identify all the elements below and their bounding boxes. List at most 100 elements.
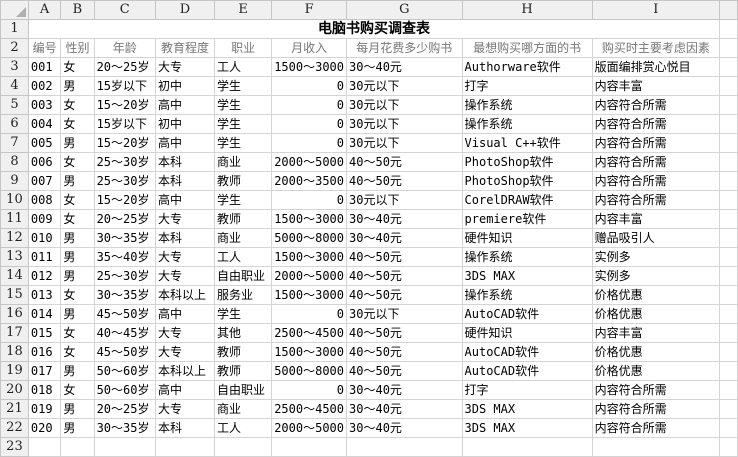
cell-C[interactable]: 15岁以下: [93, 76, 156, 96]
cell-I[interactable]: 价格优惠: [591, 285, 721, 305]
cell[interactable]: [719, 304, 738, 324]
cell-G[interactable]: 40～50元: [346, 247, 463, 267]
cell-B[interactable]: 女: [60, 114, 95, 134]
cell-E[interactable]: 工人: [213, 247, 273, 267]
select-all-button[interactable]: [0, 0, 29, 20]
cell-G[interactable]: 40～50元: [346, 152, 463, 172]
cell-B[interactable]: 女: [60, 152, 95, 172]
cell-F[interactable]: 0: [271, 114, 348, 134]
cell-C[interactable]: 50～60岁: [93, 380, 156, 400]
cell-G[interactable]: 30～40元: [346, 399, 463, 419]
cell-C[interactable]: 30～35岁: [93, 228, 156, 248]
cell-C[interactable]: 45～50岁: [93, 304, 156, 324]
cell-I[interactable]: 版面编排赏心悦目: [591, 57, 721, 77]
cell-A[interactable]: 008: [27, 190, 62, 210]
cell-D[interactable]: 本科: [154, 152, 215, 172]
cell-C[interactable]: 15～20岁: [93, 133, 156, 153]
row-header[interactable]: 11: [0, 209, 29, 229]
cell-B[interactable]: 男: [60, 133, 95, 153]
cell-B[interactable]: 女: [60, 95, 95, 115]
cell[interactable]: [719, 95, 738, 115]
cell-I[interactable]: 内容符合所需: [591, 380, 721, 400]
cell[interactable]: [719, 247, 738, 267]
cell-D[interactable]: 初中: [154, 76, 215, 96]
cell-I[interactable]: 内容符合所需: [591, 152, 721, 172]
cell-E[interactable]: 学生: [213, 304, 273, 324]
cell-G[interactable]: 40～50元: [346, 171, 463, 191]
row-header[interactable]: 17: [0, 323, 29, 343]
cell-C[interactable]: 15～20岁: [93, 190, 156, 210]
row-header[interactable]: 14: [0, 266, 29, 286]
row-header[interactable]: 22: [0, 418, 29, 438]
cell-D[interactable]: 高中: [154, 133, 215, 153]
cell-B[interactable]: 男: [60, 228, 95, 248]
cell-A[interactable]: 004: [27, 114, 62, 134]
cell-D[interactable]: 高中: [154, 190, 215, 210]
cell-D[interactable]: 本科以上: [154, 361, 215, 381]
cell-D[interactable]: 大专: [154, 323, 215, 343]
cell-C[interactable]: 15～20岁: [93, 95, 156, 115]
column-header-G[interactable]: G: [346, 0, 463, 20]
cell-E[interactable]: 教师: [213, 209, 273, 229]
header-cell[interactable]: 购买时主要考虑因素: [591, 38, 721, 58]
cell-D[interactable]: 大专: [154, 399, 215, 419]
cell-B[interactable]: 女: [60, 285, 95, 305]
cell-E[interactable]: 学生: [213, 133, 273, 153]
cell-E[interactable]: 教师: [213, 342, 273, 362]
header-cell[interactable]: 性别: [60, 38, 95, 58]
cell[interactable]: [719, 418, 738, 438]
row-header[interactable]: 5: [0, 95, 29, 115]
cell-A[interactable]: 013: [27, 285, 62, 305]
cell[interactable]: [60, 437, 95, 457]
cell-I[interactable]: 价格优惠: [591, 361, 721, 381]
cell-I[interactable]: 价格优惠: [591, 342, 721, 362]
cell-D[interactable]: 本科以上: [154, 285, 215, 305]
cell-I[interactable]: 价格优惠: [591, 304, 721, 324]
cell-G[interactable]: 30～40元: [346, 418, 463, 438]
cell-B[interactable]: 男: [60, 304, 95, 324]
cell-B[interactable]: 女: [60, 323, 95, 343]
cell-A[interactable]: 010: [27, 228, 62, 248]
cell-F[interactable]: 1500～3000: [271, 209, 348, 229]
cell[interactable]: [591, 437, 721, 457]
cell-F[interactable]: 2500～4500: [271, 323, 348, 343]
cell-H[interactable]: Visual C++软件: [461, 133, 593, 153]
cell-F[interactable]: 2500～4500: [271, 399, 348, 419]
cell[interactable]: [719, 228, 738, 248]
cell-A[interactable]: 011: [27, 247, 62, 267]
cell-H[interactable]: AutoCAD软件: [461, 361, 593, 381]
cell-E[interactable]: 学生: [213, 190, 273, 210]
cell-H[interactable]: 操作系统: [461, 95, 593, 115]
row-header[interactable]: 9: [0, 171, 29, 191]
cell-C[interactable]: 45～50岁: [93, 342, 156, 362]
cell-B[interactable]: 男: [60, 76, 95, 96]
cell-H[interactable]: PhotoShop软件: [461, 171, 593, 191]
cell-I[interactable]: 内容符合所需: [591, 418, 721, 438]
cell-B[interactable]: 男: [60, 361, 95, 381]
row-header[interactable]: 23: [0, 437, 29, 457]
cell-A[interactable]: 003: [27, 95, 62, 115]
cell-B[interactable]: 女: [60, 190, 95, 210]
cell-A[interactable]: 014: [27, 304, 62, 324]
cell[interactable]: [719, 133, 738, 153]
row-header[interactable]: 8: [0, 152, 29, 172]
cell[interactable]: [346, 437, 463, 457]
cell-A[interactable]: 018: [27, 380, 62, 400]
cell[interactable]: [719, 361, 738, 381]
cell-F[interactable]: 2000～5000: [271, 418, 348, 438]
cell-H[interactable]: premiere软件: [461, 209, 593, 229]
cell-A[interactable]: 019: [27, 399, 62, 419]
cell[interactable]: [461, 437, 593, 457]
column-header-D[interactable]: D: [154, 0, 215, 20]
cell-G[interactable]: 30～40元: [346, 380, 463, 400]
cell-H[interactable]: 3DS MAX: [461, 418, 593, 438]
cell-H[interactable]: 操作系统: [461, 285, 593, 305]
cell-H[interactable]: 3DS MAX: [461, 399, 593, 419]
cell[interactable]: [271, 437, 348, 457]
sheet-title-cell[interactable]: 电脑书购买调查表: [27, 19, 721, 39]
cell-H[interactable]: PhotoShop软件: [461, 152, 593, 172]
cell-I[interactable]: 内容丰富: [591, 323, 721, 343]
cell-C[interactable]: 20～25岁: [93, 209, 156, 229]
row-header[interactable]: 3: [0, 57, 29, 77]
cell-A[interactable]: 007: [27, 171, 62, 191]
